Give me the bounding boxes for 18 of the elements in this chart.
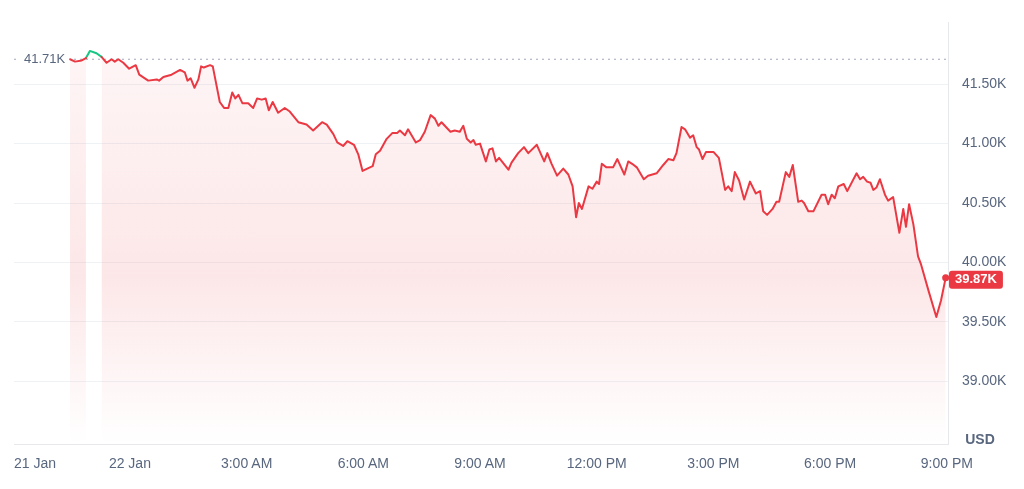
y-tick-label: 40.50K bbox=[962, 193, 1008, 210]
annotation: 39.87K bbox=[955, 271, 998, 287]
y-axis-title: USD bbox=[965, 431, 995, 448]
x-tick-label: 21 Jan bbox=[13, 455, 57, 472]
x-tick-label: 9:00 PM bbox=[920, 455, 973, 472]
x-tick-label: 6:00 PM bbox=[804, 455, 857, 472]
y-tick-label: 39.00K bbox=[962, 372, 1008, 389]
y-tick-label: 39.50K bbox=[962, 312, 1008, 329]
x-tick-label: 22 Jan bbox=[108, 455, 151, 472]
y-tick-label: 41.00K bbox=[962, 134, 1008, 151]
y-tick-label: 41.50K bbox=[962, 75, 1008, 92]
x-tick-label: 6:00 AM bbox=[337, 455, 390, 472]
x-tick-label: 9:00 AM bbox=[454, 455, 506, 472]
ref-line-label: 41.71K bbox=[24, 50, 66, 66]
x-tick-label: 12:00 PM bbox=[566, 455, 627, 472]
y-tick-label: 40.00K bbox=[962, 253, 1008, 270]
x-tick-label: 3:00 PM bbox=[687, 455, 740, 472]
x-tick-label: 3:00 AM bbox=[220, 455, 273, 472]
